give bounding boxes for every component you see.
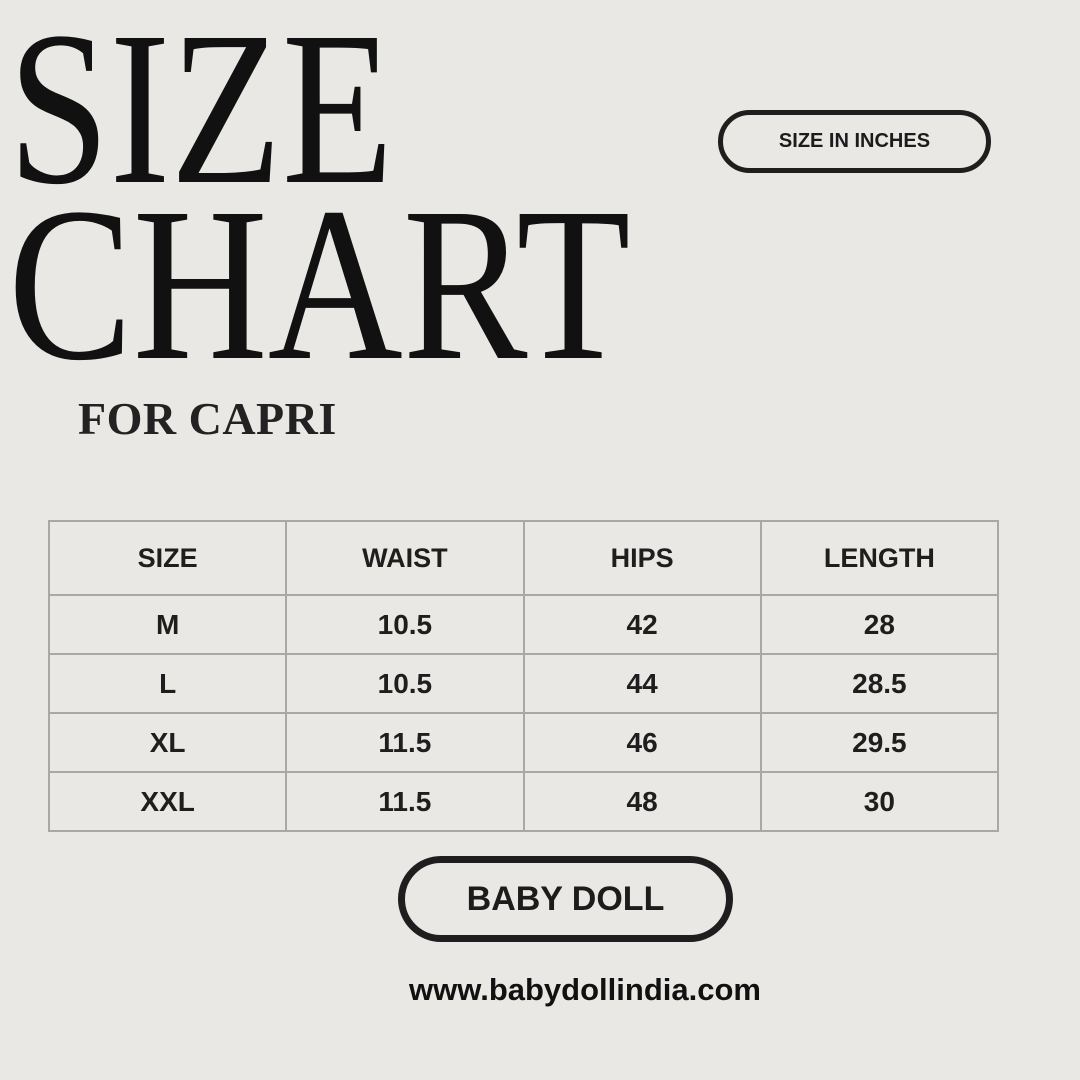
- title-size: SIZE: [8, 0, 394, 230]
- website-link[interactable]: www.babydollindia.com: [409, 972, 761, 1007]
- table-header-row: SIZE WAIST HIPS LENGTH: [47, 520, 1000, 596]
- unit-badge-label: SIZE IN INCHES: [778, 130, 931, 152]
- cell-length: 28.5: [759, 653, 1000, 714]
- brand-badge: BABY DOLL: [398, 856, 733, 942]
- cell-waist: 11.5: [285, 712, 525, 773]
- cell-length: 30: [759, 771, 1000, 832]
- table-row: XXL 11.5 48 30: [47, 771, 1000, 832]
- cell-size: XL: [47, 712, 288, 773]
- cell-length: 29.5: [759, 712, 1000, 773]
- header-size: SIZE: [47, 520, 288, 596]
- unit-badge: SIZE IN INCHES: [718, 110, 991, 173]
- size-table: SIZE WAIST HIPS LENGTH M 10.5 42 28 L 10…: [47, 520, 1000, 832]
- cell-length: 28: [759, 594, 1000, 655]
- header-waist: WAIST: [285, 520, 525, 596]
- cell-hips: 44: [522, 653, 762, 714]
- table-row: XL 11.5 46 29.5: [47, 712, 1000, 773]
- cell-size: L: [47, 653, 288, 714]
- cell-size: M: [47, 594, 288, 655]
- cell-waist: 10.5: [285, 594, 525, 655]
- header-length: LENGTH: [759, 520, 1000, 596]
- subtitle: FOR CAPRI: [78, 393, 337, 444]
- cell-hips: 42: [522, 594, 762, 655]
- table-row: L 10.5 44 28.5: [47, 653, 1000, 714]
- cell-waist: 11.5: [285, 771, 525, 832]
- cell-hips: 48: [522, 771, 762, 832]
- header-hips: HIPS: [522, 520, 762, 596]
- cell-hips: 46: [522, 712, 762, 773]
- brand-label: BABY DOLL: [466, 879, 665, 918]
- cell-waist: 10.5: [285, 653, 525, 714]
- cell-size: XXL: [47, 771, 288, 832]
- title-chart: CHART: [8, 162, 631, 406]
- table-row: M 10.5 42 28: [47, 594, 1000, 655]
